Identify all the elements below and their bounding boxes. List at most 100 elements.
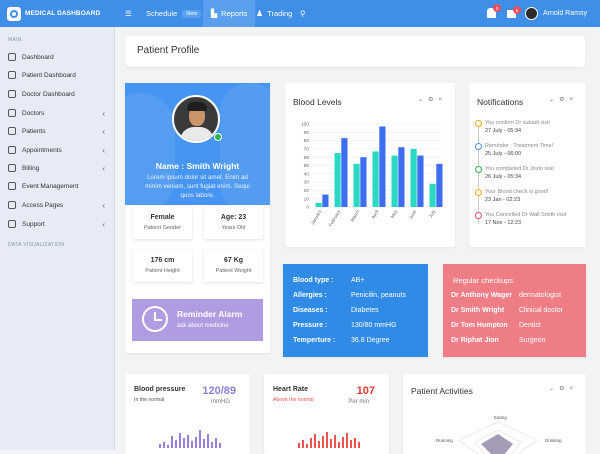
spark-bar <box>215 438 217 448</box>
y-tick-label: 100 <box>301 122 309 128</box>
blood-levels-card: Blood Levels ⌄⚙× 0 10 20 30 40 50 60 70 80 90 100 J… <box>285 83 455 247</box>
sidebar-heading-data-visualization: DATA VISUALIZATION <box>8 242 65 248</box>
collapse-icon[interactable]: ⌄ <box>549 386 560 392</box>
collapse-icon[interactable]: ⌄ <box>549 97 560 103</box>
pressure-row: Pressure : 130/80 mmHG <box>293 322 397 329</box>
gear-icon[interactable]: ⚙ <box>559 97 570 103</box>
checkup-row: Dr Tom Humpton Dentist <box>451 322 541 329</box>
bar-july-2[interactable] <box>436 163 443 207</box>
bar-february-1[interactable] <box>334 153 341 207</box>
nav-reports[interactable]: ▙ Reports <box>203 0 256 27</box>
collapse-icon[interactable]: ⌄ <box>418 97 429 103</box>
info-key: Pressure : <box>293 322 328 329</box>
x-tick-label: May <box>390 208 399 219</box>
doctor-name: Dr Riphat Jion <box>451 337 499 344</box>
bar-march-1[interactable] <box>353 163 360 207</box>
stat-label: Patient Weight <box>215 268 252 274</box>
info-value: 36.8 Degree <box>351 337 390 344</box>
spark-bar <box>318 441 320 448</box>
patients-icon <box>8 127 16 135</box>
search-button[interactable]: ⚲ <box>300 0 306 27</box>
nav-schedule[interactable]: Schedule New <box>138 0 209 27</box>
mail-button[interactable]: 0 <box>507 6 521 18</box>
bar-march-2[interactable] <box>360 157 367 207</box>
heart-rate-card: Heart Rate Above the normal 107 Per min <box>264 374 389 454</box>
x-tick-label: April <box>370 209 379 219</box>
spark-bar <box>207 434 209 448</box>
spark-bar <box>350 440 352 448</box>
sidebar-item-support[interactable]: Support ‹ <box>0 215 115 233</box>
notification-date: 27 July - 05:34 <box>485 128 522 134</box>
bar-june-1[interactable] <box>410 148 417 207</box>
sidebar-item-billing[interactable]: Billing ‹ <box>0 159 115 177</box>
close-icon[interactable]: × <box>569 97 578 103</box>
user-avatar[interactable] <box>525 7 538 20</box>
nav-trading[interactable]: ♟ Trading <box>252 0 296 27</box>
brand-logo-icon <box>7 6 21 21</box>
sidebar-item-appointments[interactable]: Appointments ‹ <box>0 141 115 159</box>
spark-bar <box>314 434 316 448</box>
sidebar-item-dashboard[interactable]: Dashboard <box>0 48 115 66</box>
notification-item[interactable]: You Cancelled Dr Wall Smith visit 17 Nov … <box>485 211 566 227</box>
notification-item[interactable]: Your Blood check is good! 23 Jan - 02:23 <box>485 188 548 204</box>
doctor-role: Surgeon <box>519 337 546 344</box>
billing-icon <box>8 164 16 172</box>
profile-header: Name : Smith Wright Lorem ipsum dolor si… <box>125 83 270 205</box>
x-tick-label: July <box>428 208 437 218</box>
spark-bar <box>219 443 221 448</box>
y-tick-label: 0 <box>306 205 309 211</box>
notification-item[interactable]: You confirm Dr subadi visit 27 July - 05:… <box>485 119 550 135</box>
stat-value: 176 cm <box>150 257 175 264</box>
doctor-name: Dr Anthony Wager <box>451 292 512 299</box>
y-tick-label: 80 <box>304 138 310 144</box>
bar-may-2[interactable] <box>398 147 405 207</box>
sidebar-item-patient-dashboard[interactable]: Patient Dashboard <box>0 66 115 84</box>
avatar-face <box>189 106 205 126</box>
bar-february-2[interactable] <box>341 138 348 207</box>
bar-april-1[interactable] <box>372 151 379 207</box>
patient-activities-card: Patient Activities ⌄⚙× Eating Drinking R… <box>403 374 586 454</box>
bar-may-1[interactable] <box>391 155 398 207</box>
user-name[interactable]: Arnold Ramsy <box>543 10 587 17</box>
regular-checkups-card: Regular checkups Dr Anthony Wager dermato… <box>443 264 586 357</box>
radar-label-eating: Eating <box>494 415 507 420</box>
nav-schedule-label: Schedule <box>146 9 178 18</box>
notification-text: You confirm Dr subadi visit <box>485 120 550 126</box>
sidebar-item-label: Billing <box>22 164 40 172</box>
notification-text: You completed Dr Jovin visit <box>485 166 554 172</box>
gear-icon[interactable]: ⚙ <box>559 386 570 392</box>
profile-card: Name : Smith Wright Lorem ipsum dolor si… <box>125 83 270 353</box>
patient-dashboard-icon <box>8 71 16 79</box>
top-bar: MEDICAL DASHBOARD ☰ Schedule New ▙ Repor… <box>0 0 600 27</box>
sidebar-item-patients[interactable]: Patients ‹ <box>0 122 115 140</box>
notification-item[interactable]: Reminder : Treatment Time! 25 July - 06:0… <box>485 142 553 158</box>
reminder-alarm[interactable]: Reminder Alarm ask about medicine <box>132 299 263 341</box>
bar-july-1[interactable] <box>429 183 436 207</box>
spark-bar <box>342 437 344 448</box>
menu-toggle-button[interactable]: ☰ <box>125 0 132 27</box>
bell-button[interactable]: 0 <box>487 4 501 18</box>
info-value: Penicilin, peanuts <box>351 292 406 299</box>
radar-grid-outer <box>458 421 538 454</box>
sidebar-item-label: Dashboard <box>22 53 54 61</box>
sidebar-item-event-management[interactable]: Event Management <box>0 177 115 195</box>
spark-bar <box>167 445 169 448</box>
close-icon[interactable]: × <box>569 386 578 392</box>
bar-january-2[interactable] <box>322 194 329 207</box>
bar-april-2[interactable] <box>379 126 386 207</box>
x-tick-label: February <box>328 208 342 227</box>
blood-pressure-unit: mmHG <box>211 399 230 405</box>
stat-label: Patient Height <box>145 268 180 274</box>
sidebar-item-doctors[interactable]: Doctors ‹ <box>0 104 115 122</box>
alarm-subtitle: ask about medicine <box>177 323 229 329</box>
brand[interactable]: MEDICAL DASHBOARD <box>0 0 115 27</box>
bar-june-2[interactable] <box>417 155 424 207</box>
notification-item[interactable]: You completed Dr Jovin visit 26 July - 05… <box>485 165 554 181</box>
gear-icon[interactable]: ⚙ <box>428 97 439 103</box>
chevron-left-icon: ‹ <box>102 145 105 155</box>
sidebar-item-access-pages[interactable]: Access Pages ‹ <box>0 196 115 214</box>
bar-january-1[interactable] <box>315 202 322 207</box>
blood-pressure-sparkbars <box>159 426 229 448</box>
close-icon[interactable]: × <box>438 97 447 103</box>
sidebar-item-doctor-dashboard[interactable]: Doctor Dashboard <box>0 85 115 103</box>
